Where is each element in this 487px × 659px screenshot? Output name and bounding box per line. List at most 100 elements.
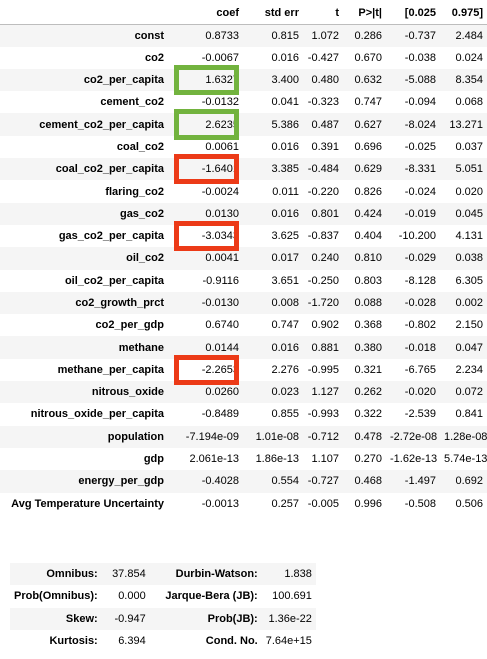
coef-cell: 0.6740: [170, 314, 243, 336]
ci-upper-cell: 0.841: [455, 408, 483, 421]
std-err-cell: 0.011: [272, 185, 299, 198]
t-cell: -1.720: [307, 297, 339, 309]
std-err-cell: 3.625: [271, 230, 299, 243]
coef-cell: -0.4028: [170, 470, 243, 492]
t-cell: -0.993: [307, 408, 339, 421]
row-label: gas_co2_per_capita: [58, 230, 164, 243]
table-row-co2-per-capita: co2_per_capita 1.6327 3.400 0.480 0.632 -5.08…: [0, 64, 487, 96]
diagnostics-table: Omnibus: 37.854 Durbin-Watson: 1.838 Prob(Om…: [10, 563, 316, 652]
coef-value: -0.0132: [201, 96, 239, 109]
std-err-cell: 0.747: [271, 319, 299, 332]
row-label: nitrous_oxide_per_capita: [30, 408, 164, 421]
table-row-methane-per-capita: methane_per_capita -2.2653 2.276 -0.995 0.32…: [0, 354, 487, 386]
diag-label: Skew:: [65, 612, 98, 625]
row-label: oil_co2: [126, 252, 164, 265]
diag-label: Jarque-Bera (JB):: [165, 590, 258, 603]
diag-value: 0.000: [118, 590, 146, 603]
ci-upper-cell: 0.037: [455, 140, 483, 153]
diag-label: Durbin-Watson:: [175, 568, 258, 581]
ci-lower-cell: -8.128: [404, 274, 436, 287]
p-value-cell: 0.270: [354, 453, 382, 466]
t-cell: 0.391: [311, 140, 339, 153]
ci-upper-cell: 0.068: [455, 96, 483, 109]
ci-upper-cell: 1.28e-08: [444, 430, 487, 443]
coef-cell: 0.0130: [170, 203, 243, 225]
std-err-cell: 2.276: [271, 363, 299, 376]
coef-value: 2.061e-13: [189, 453, 239, 466]
std-err-cell: 0.016: [271, 51, 299, 64]
ci-upper-cell: 5.051: [455, 163, 483, 176]
row-label: gas_co2: [119, 207, 164, 220]
coef-value: -0.0024: [201, 185, 239, 198]
diag-label: Prob(JB):: [207, 612, 258, 625]
diag-label: Omnibus:: [46, 568, 98, 581]
table-row-population: population -7.194e-09 1.01e-08 -0.712 0.478-…: [0, 425, 487, 448]
row-label: coal_co2_per_capita: [55, 163, 164, 176]
coef-cell: -0.0067: [170, 47, 243, 69]
coef-cell: 0.0144: [170, 336, 243, 358]
coef-value: 0.6740: [205, 319, 239, 332]
p-value-cell: 0.696: [354, 140, 382, 153]
p-value-cell: 0.996: [354, 497, 382, 510]
t-cell: 0.801: [311, 207, 339, 220]
header-corner: [0, 2, 170, 25]
diagnostics-row: Skew: -0.947 Prob(JB): 1.36e-22: [10, 607, 316, 630]
p-value-cell: 0.826: [354, 185, 382, 198]
coef-cell: 0.0061: [170, 136, 243, 158]
ci-upper-cell: 6.305: [455, 274, 483, 287]
coef-cell: 0.0260: [170, 381, 243, 403]
coef-value: 2.6235: [205, 118, 239, 131]
table-row-coal-co2-per-capita: coal_co2_per_capita -1.6401 3.385 -0.484 0.6…: [0, 154, 487, 185]
p-value-cell: 0.810: [354, 252, 382, 265]
coef-value: -0.8489: [201, 408, 239, 421]
table-row-oil-co2-per-capita: oil_co2_per_capita -0.9116 3.651 -0.250 0.80…: [0, 270, 487, 292]
ci-lower-cell: -2.72e-08: [390, 430, 438, 443]
row-label: cement_co2_per_capita: [39, 118, 164, 131]
t-cell: 0.487: [311, 118, 339, 131]
ci-lower-cell: -0.094: [404, 96, 436, 109]
ci-lower-cell: -1.62e-13: [390, 453, 438, 466]
coef-value: -0.0130: [201, 297, 239, 309]
coef-value: 0.0130: [205, 207, 239, 220]
ci-lower-cell: -8.024: [404, 118, 436, 131]
std-err-cell: 3.385: [271, 163, 299, 176]
coefficient-table: coef std err t P>|t| [0.025 0.975] const…: [0, 2, 487, 515]
diag-value: 7.64e+15: [265, 635, 312, 648]
std-err-cell: 1.01e-08: [255, 430, 299, 443]
p-value-cell: 0.321: [354, 363, 382, 376]
ci-upper-cell: 0.506: [455, 497, 483, 510]
row-label: coal_co2: [116, 140, 164, 153]
ci-upper-cell: 0.047: [455, 341, 483, 354]
coef-cell: 1.6327: [170, 64, 243, 96]
coefficient-header-row: coef std err t P>|t| [0.025 0.975]: [0, 2, 487, 25]
t-cell: -0.427: [307, 51, 339, 64]
ci-upper-cell: 8.354: [455, 74, 483, 87]
coef-cell: -0.0132: [170, 91, 243, 113]
diag-value: 1.838: [284, 568, 312, 581]
p-value-cell: 0.629: [354, 163, 382, 176]
ci-upper-cell: 2.484: [455, 29, 483, 42]
ci-lower-cell: -0.508: [404, 497, 436, 510]
row-label: Avg Temperature Uncertainty: [11, 497, 164, 510]
ci-upper-cell: 0.692: [455, 475, 483, 488]
header-std-err: std err: [243, 2, 303, 25]
row-label: methane: [118, 341, 164, 354]
table-row-flaring-co2: flaring_co2 -0.0024 0.011 -0.220 0.826 -0.024…: [0, 180, 487, 202]
ci-lower-cell: -0.737: [404, 29, 436, 42]
std-err-cell: 0.855: [271, 408, 299, 421]
coef-value: -1.6401: [201, 163, 239, 176]
coef-value: 0.0144: [205, 341, 239, 354]
t-cell: 0.240: [311, 252, 339, 265]
diag-value: 100.691: [272, 590, 312, 603]
t-cell: 1.072: [311, 29, 339, 42]
coef-value: -2.2653: [201, 363, 239, 376]
t-cell: 0.881: [311, 341, 339, 354]
t-cell: -0.712: [307, 430, 339, 443]
diag-label: Kurtosis:: [49, 635, 98, 648]
coef-value: -0.0013: [201, 497, 239, 510]
table-row-nitrous-oxide-per-capita: nitrous_oxide_per_capita -0.8489 0.855 -0.9…: [0, 403, 487, 425]
coef-cell: -3.0343: [170, 220, 243, 252]
ci-upper-cell: 0.038: [455, 252, 483, 265]
row-label: cement_co2: [100, 96, 164, 109]
row-label: co2: [145, 51, 164, 64]
